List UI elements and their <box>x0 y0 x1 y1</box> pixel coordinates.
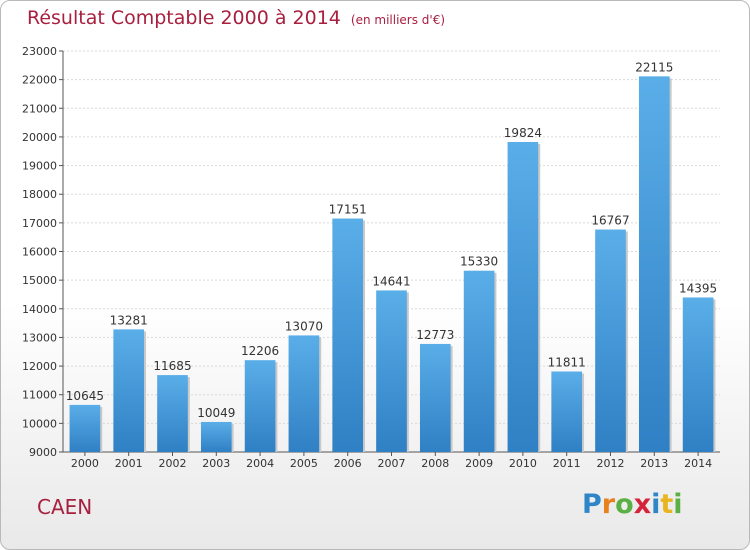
bar-value-label: 22115 <box>635 60 673 74</box>
bar-value-label: 13281 <box>110 313 148 327</box>
bar-value-label: 19824 <box>504 126 542 140</box>
x-tick-label: 2003 <box>202 457 230 470</box>
logo-letter: x <box>633 489 652 520</box>
x-tick-label: 2000 <box>71 457 99 470</box>
bar-value-label: 13070 <box>285 319 323 333</box>
bar <box>419 343 451 452</box>
y-tick-label: 14000 <box>22 303 57 316</box>
data-labels: 10645 13281 11685 10049 12206 13070 17151 14641… <box>66 60 717 420</box>
bar-value-label: 16767 <box>591 214 629 228</box>
x-tick-label: 2001 <box>115 457 143 470</box>
y-tick-label: 17000 <box>22 217 57 230</box>
bar <box>200 421 232 452</box>
bar-value-label: 10645 <box>66 389 104 403</box>
x-tick-label: 2012 <box>597 457 625 470</box>
logo-letter: P <box>582 489 602 520</box>
x-tick-label: 2009 <box>465 457 493 470</box>
x-tick-label: 2007 <box>378 457 406 470</box>
bar <box>376 290 407 452</box>
city-name: CAEN <box>37 495 93 519</box>
x-tick-label: 2004 <box>246 457 274 470</box>
bar <box>69 404 101 452</box>
bar <box>682 297 714 452</box>
y-tick-label: 9000 <box>29 446 57 459</box>
chart-title-block: Résultat Comptable 2000 à 2014 (en millie… <box>27 7 445 29</box>
bar <box>551 371 583 452</box>
x-tick-label: 2011 <box>553 457 581 470</box>
x-tick-label: 2014 <box>684 457 712 470</box>
bar-value-label: 12206 <box>241 344 279 358</box>
proxiti-logo: Proxiti <box>582 489 683 520</box>
x-tick-label: 2013 <box>640 457 668 470</box>
x-tick-label: 2002 <box>159 457 187 470</box>
logo-letter: t <box>660 489 674 520</box>
bar <box>113 329 145 452</box>
bar <box>595 229 626 452</box>
bar-value-label: 14395 <box>679 281 717 295</box>
y-tick-label: 21000 <box>22 102 57 115</box>
bar <box>332 218 364 452</box>
y-tick-label: 19000 <box>22 160 57 173</box>
y-tick-label: 20000 <box>22 131 57 144</box>
x-tick-label: 2010 <box>509 457 537 470</box>
axes: 9000 10000 11000 12000 13000 14000 15000 16000 1… <box>22 45 720 470</box>
bar-value-label: 11811 <box>548 355 586 369</box>
logo-letter: r <box>601 489 616 520</box>
logo-letter: o <box>615 489 634 520</box>
y-tick-label: 12000 <box>22 360 57 373</box>
bar <box>157 375 188 452</box>
y-tick-label: 15000 <box>22 274 57 287</box>
bars <box>69 76 716 452</box>
y-tick-label: 11000 <box>22 389 57 402</box>
x-tick-label: 2008 <box>421 457 449 470</box>
bar <box>463 270 495 452</box>
bar <box>244 360 276 452</box>
x-tick-label: 2005 <box>290 457 318 470</box>
y-tick-label: 22000 <box>22 74 57 87</box>
bar-value-label: 14641 <box>372 274 410 288</box>
y-tick-label: 16000 <box>22 246 57 259</box>
bar-value-label: 11685 <box>153 359 191 373</box>
y-tick-label: 18000 <box>22 188 57 201</box>
bar-value-label: 10049 <box>197 406 235 420</box>
bar <box>288 335 320 452</box>
bar <box>507 141 539 452</box>
x-tick-label: 2006 <box>334 457 362 470</box>
chart-title: Résultat Comptable 2000 à 2014 <box>27 7 341 29</box>
bar <box>638 76 670 452</box>
bar-value-label: 17151 <box>329 203 367 217</box>
y-tick-label: 23000 <box>22 45 57 58</box>
logo-letter: i <box>673 489 683 520</box>
bar-value-label: 15330 <box>460 255 498 269</box>
y-tick-label: 10000 <box>22 417 57 430</box>
bar-value-label: 12773 <box>416 328 454 342</box>
logo-letter: i <box>651 489 661 520</box>
y-tick-label: 13000 <box>22 331 57 344</box>
chart-subtitle: (en milliers d'€) <box>350 13 446 27</box>
